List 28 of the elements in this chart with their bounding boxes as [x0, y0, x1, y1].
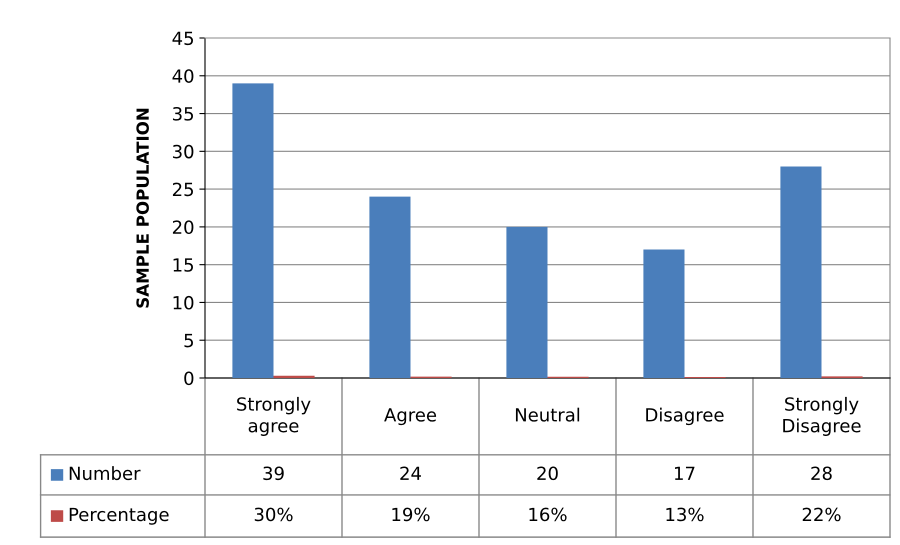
y-axis-title: SAMPLE POPULATION: [136, 108, 149, 308]
y-tick-label: 5: [184, 334, 194, 348]
y-tick-label: 25: [172, 182, 194, 196]
data-label: 19%: [392, 508, 430, 522]
y-tick-label: 40: [172, 69, 194, 83]
y-tick-label: 10: [174, 296, 194, 310]
data-label: 39: [263, 466, 284, 480]
legend-label: Percentage: [70, 508, 169, 525]
x-tick-label: Disagree: [646, 408, 724, 426]
data-label: 16%: [529, 508, 567, 522]
x-tick-label: Neutral: [516, 408, 580, 422]
legend-label: Number: [70, 466, 141, 480]
data-label: 24: [400, 466, 421, 480]
data-label: 17: [674, 466, 694, 480]
x-tick-label: Agree: [384, 408, 436, 426]
data-label: 28: [811, 466, 832, 480]
y-tick-label: 30: [172, 144, 194, 158]
y-tick-label: 20: [172, 220, 194, 234]
y-tick-label: 35: [172, 107, 194, 121]
y-tick-label: 15: [174, 258, 194, 272]
x-tick-label: Strongly agree: [237, 396, 311, 436]
x-tick-label: Strongly Disagree: [783, 396, 861, 436]
data-label: 13%: [666, 508, 704, 522]
y-tick-label: 45: [172, 32, 194, 46]
y-tick-label: 0: [184, 371, 194, 386]
data-label: 22%: [802, 508, 841, 522]
data-label: 30%: [254, 508, 293, 522]
data-label: 20: [537, 466, 558, 480]
